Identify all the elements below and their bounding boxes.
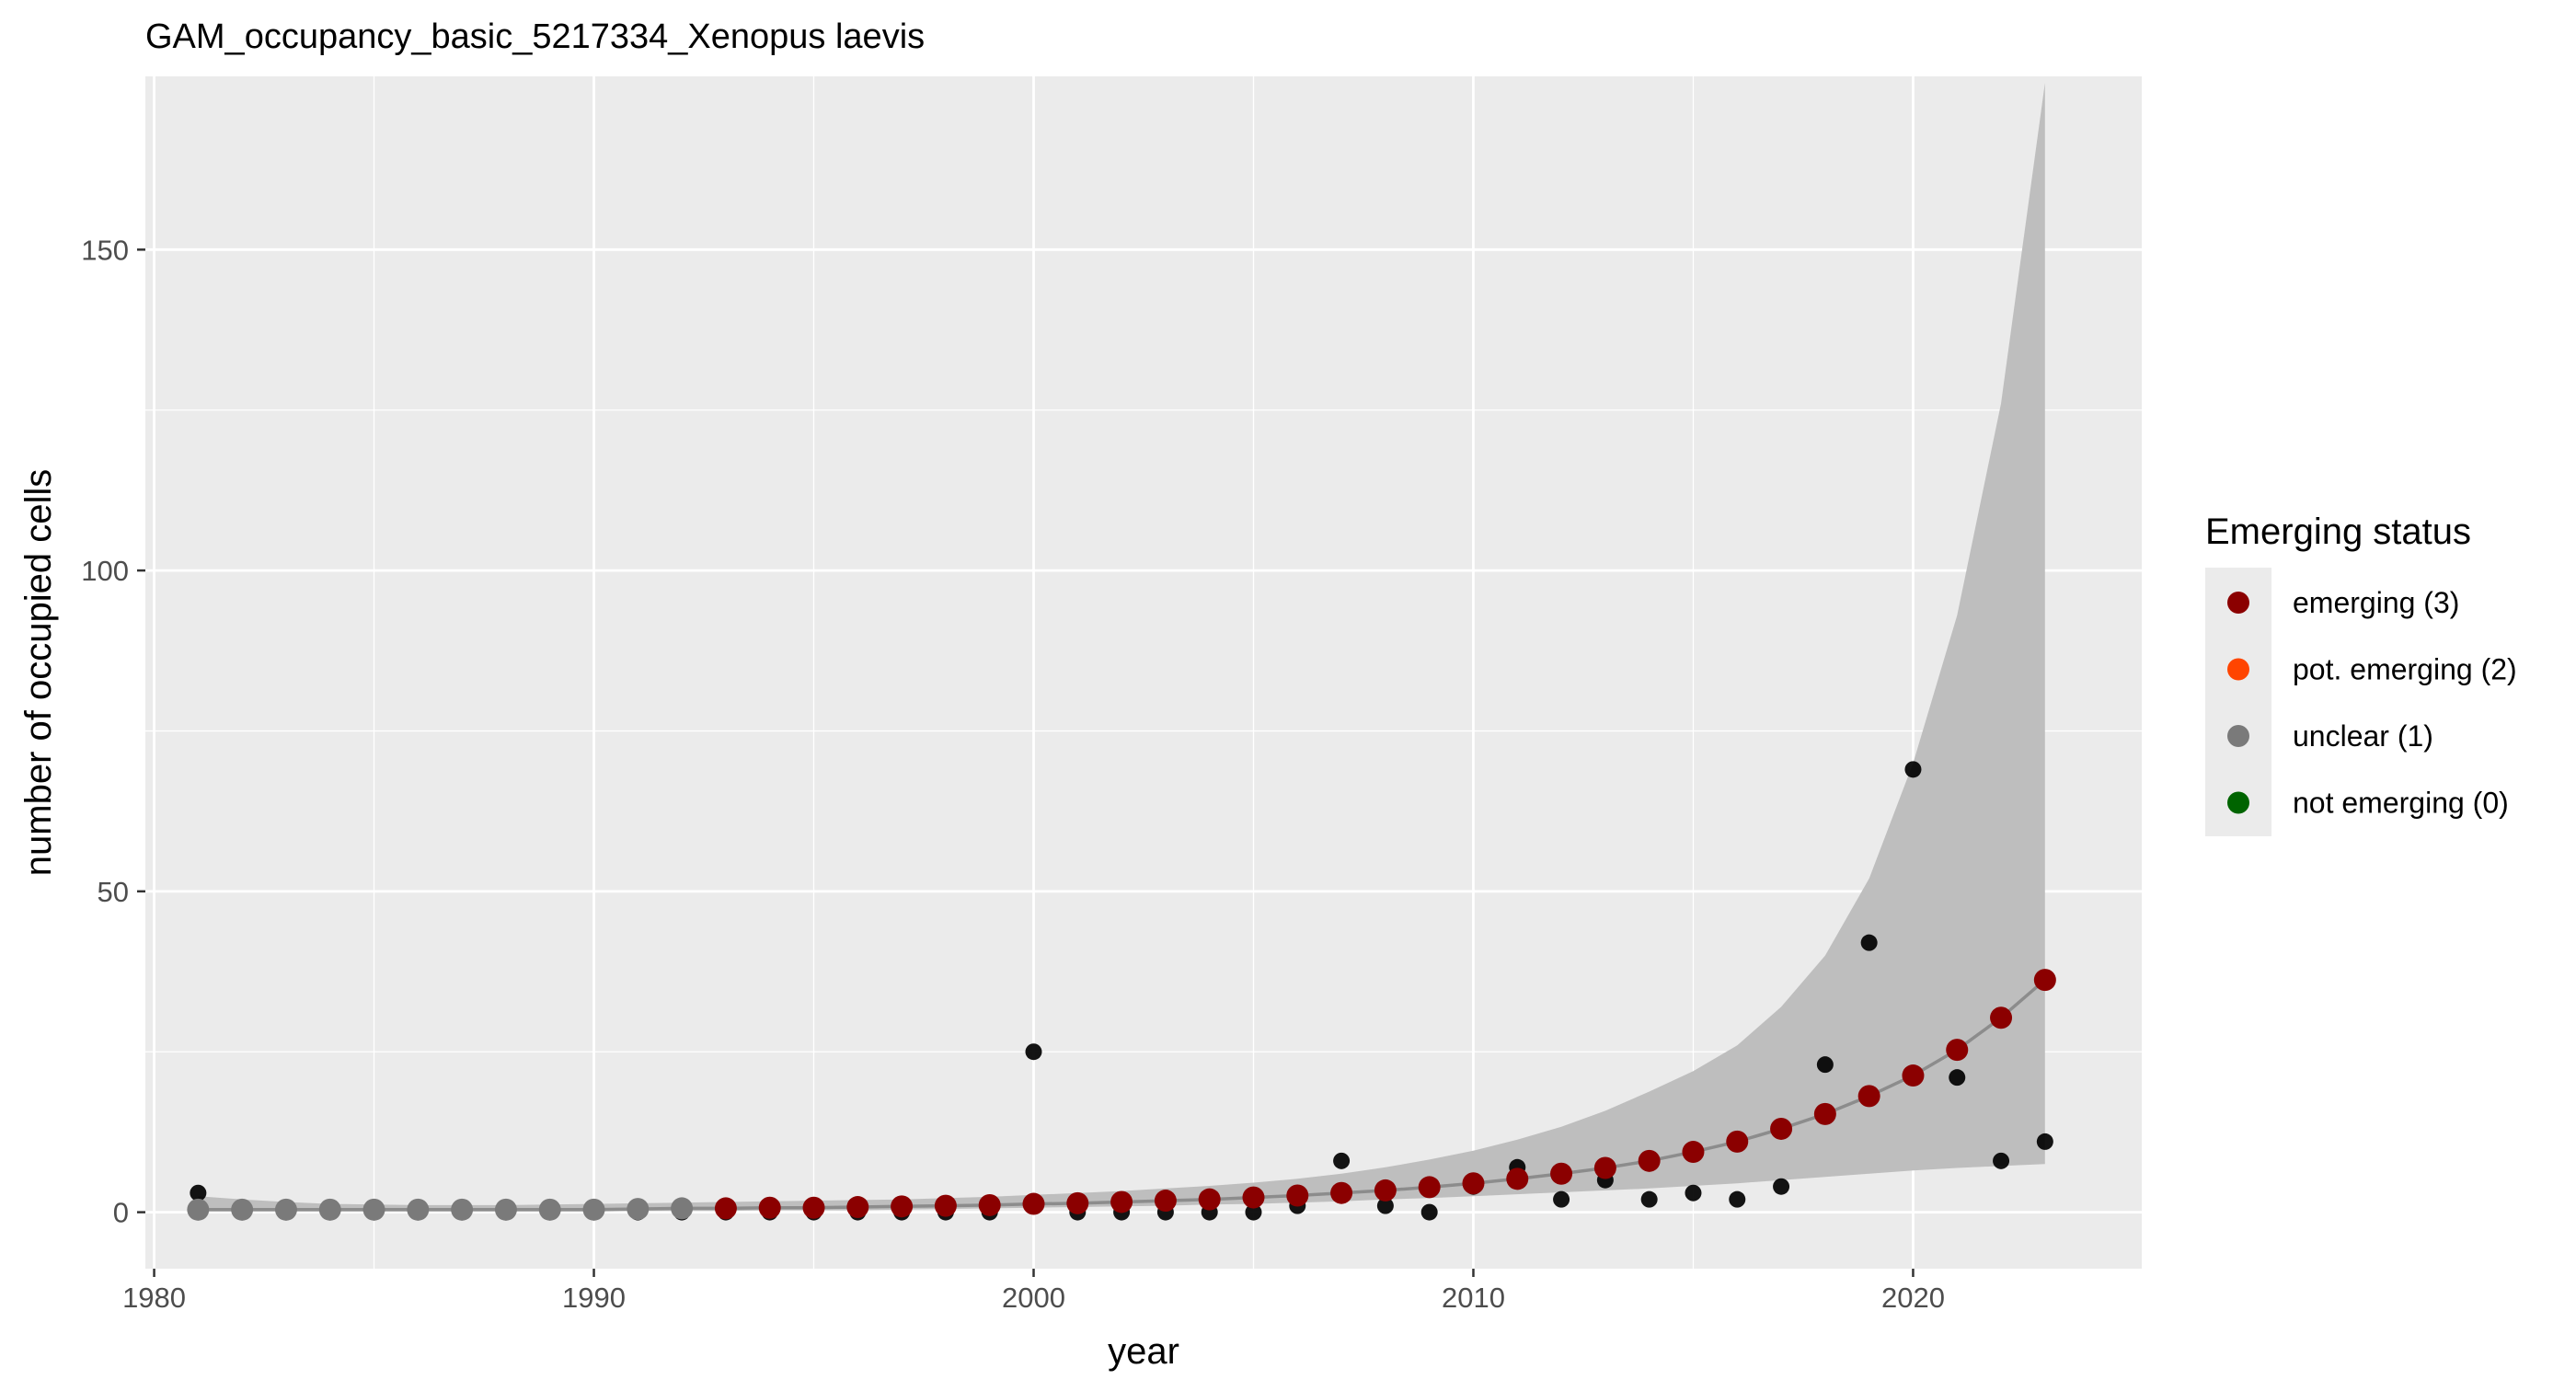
legend-items: emerging (3) pot. emerging (2) unclear (1)… xyxy=(2227,586,2517,820)
fitted-point xyxy=(1857,1085,1880,1108)
fitted-point xyxy=(407,1198,430,1221)
fitted-point xyxy=(494,1198,517,1221)
legend-key xyxy=(2227,725,2249,747)
major-gridlines xyxy=(145,76,2142,1269)
fitted-point xyxy=(1813,1102,1836,1125)
legend-label: pot. emerging (2) xyxy=(2293,653,2517,686)
y-axis: 0 50 100 150 xyxy=(81,234,145,1229)
y-tick-label: 50 xyxy=(98,876,129,908)
observed-point xyxy=(1376,1197,1394,1214)
fitted-point xyxy=(1066,1191,1089,1214)
observed-point xyxy=(2036,1133,2053,1150)
fitted-point xyxy=(187,1198,210,1221)
observed-point xyxy=(1553,1190,1570,1208)
fitted-point xyxy=(978,1193,1001,1216)
x-axis-title: year xyxy=(1108,1331,1179,1372)
x-tick-label: 2010 xyxy=(1442,1282,1505,1314)
observed-point xyxy=(1993,1152,2010,1169)
fitted-point xyxy=(802,1196,825,1219)
observed-point xyxy=(1025,1043,1042,1061)
observed-point xyxy=(1685,1184,1702,1202)
legend-key xyxy=(2227,592,2249,614)
fitted-point xyxy=(318,1198,341,1221)
observed-point xyxy=(1904,761,1922,778)
fitted-point xyxy=(2033,969,2056,992)
observed-point xyxy=(190,1184,207,1202)
observed-point xyxy=(1420,1203,1438,1221)
fitted-point xyxy=(1593,1156,1616,1179)
fitted-point xyxy=(891,1195,914,1218)
y-tick-label: 100 xyxy=(81,555,129,587)
fitted-point xyxy=(1550,1162,1573,1185)
observed-point xyxy=(1640,1190,1658,1208)
fitted-point xyxy=(231,1198,254,1221)
fitted-point xyxy=(1374,1179,1397,1202)
y-tick-label: 150 xyxy=(81,234,129,266)
fitted-points xyxy=(187,969,2056,1221)
observed-point xyxy=(1333,1152,1351,1169)
fitted-point xyxy=(1770,1117,1793,1140)
fitted-point xyxy=(1902,1064,1925,1087)
x-axis: 1980 1990 2000 2010 2020 xyxy=(122,1269,1945,1314)
fitted-point xyxy=(1726,1130,1749,1153)
x-tick-label: 2020 xyxy=(1881,1282,1945,1314)
fitted-point xyxy=(1286,1184,1309,1207)
fitted-point xyxy=(538,1198,561,1221)
fitted-point xyxy=(1022,1192,1045,1215)
fitted-point xyxy=(758,1196,781,1219)
observed-point xyxy=(1816,1056,1834,1074)
fitted-point xyxy=(1418,1176,1441,1199)
legend-key xyxy=(2227,791,2249,814)
x-tick-label: 1990 xyxy=(562,1282,626,1314)
legend-label: unclear (1) xyxy=(2293,719,2433,753)
fitted-point xyxy=(934,1194,957,1217)
chart-title: GAM_occupancy_basic_5217334_Xenopus laev… xyxy=(145,17,925,56)
fitted-point xyxy=(1154,1190,1177,1213)
legend-title: Emerging status xyxy=(2205,512,2471,552)
y-tick-label: 0 xyxy=(113,1197,129,1229)
fitted-point xyxy=(846,1196,869,1219)
legend-label: not emerging (0) xyxy=(2293,787,2509,820)
observed-point xyxy=(1773,1178,1790,1195)
observed-point xyxy=(1729,1190,1746,1208)
fitted-point xyxy=(1462,1172,1485,1195)
legend: Emerging status emerging (3) pot. emergin… xyxy=(2205,512,2517,836)
y-axis-title: number of occupied cells xyxy=(18,469,59,876)
fitted-point xyxy=(1110,1190,1133,1213)
fitted-point xyxy=(451,1198,474,1221)
x-tick-label: 2000 xyxy=(1002,1282,1065,1314)
observed-point xyxy=(1245,1203,1262,1221)
fitted-point xyxy=(1990,1006,2013,1029)
fitted-point xyxy=(1946,1039,1969,1062)
legend-key xyxy=(2227,658,2249,681)
fitted-point xyxy=(362,1198,385,1221)
fitted-point xyxy=(1638,1149,1661,1172)
fitted-point xyxy=(671,1197,694,1220)
minor-gridlines xyxy=(145,76,2142,1269)
x-tick-label: 1980 xyxy=(122,1282,186,1314)
observed-point xyxy=(1860,934,1878,951)
fitted-point xyxy=(1506,1167,1529,1190)
fitted-point xyxy=(582,1198,605,1221)
fitted-point xyxy=(1198,1188,1221,1211)
legend-label: emerging (3) xyxy=(2293,586,2459,619)
fitted-point xyxy=(627,1198,650,1221)
fitted-point xyxy=(1682,1141,1705,1164)
fitted-point xyxy=(1242,1186,1265,1209)
fitted-point xyxy=(1330,1181,1353,1204)
fitted-point xyxy=(714,1197,737,1220)
observed-point xyxy=(1949,1069,1966,1087)
fitted-point xyxy=(274,1198,297,1221)
